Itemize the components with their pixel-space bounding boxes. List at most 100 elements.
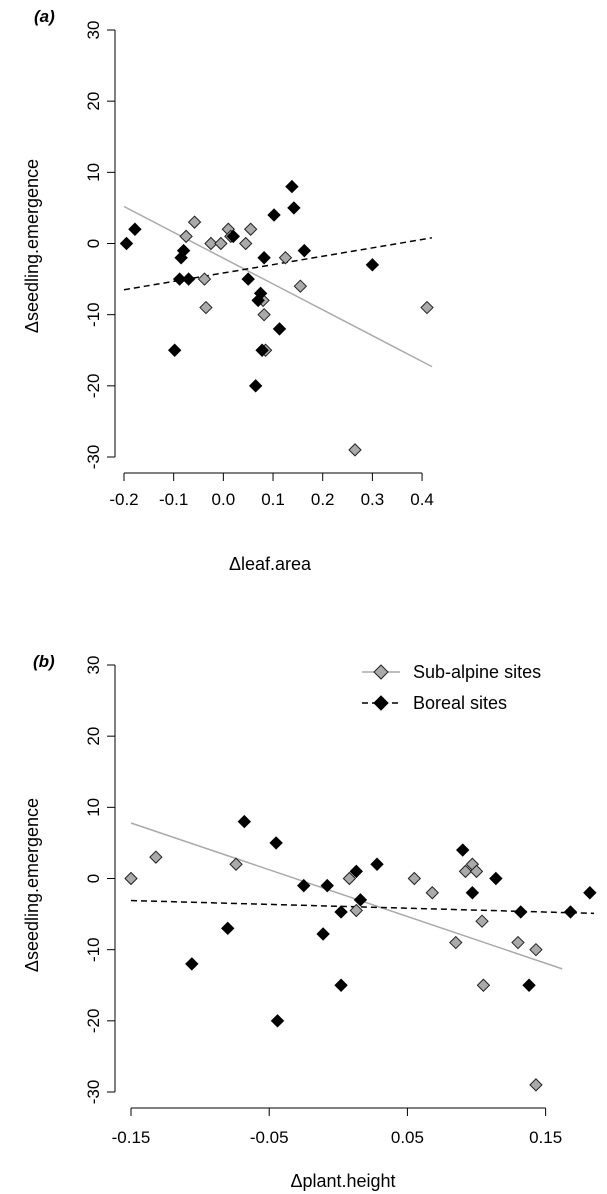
panel-b-x-tick-label: 0.05 — [391, 1128, 424, 1147]
panel-b-point-boreal — [237, 814, 252, 829]
panel-a-y-tick-label: 20 — [84, 92, 103, 111]
panel-a-y-tick-label: 30 — [84, 21, 103, 40]
panel-a-point-subalpine — [348, 443, 362, 457]
panel-b-point-subalpine — [458, 864, 473, 879]
panel-b-point-subalpine — [407, 871, 422, 886]
panel-a-point-boreal — [253, 286, 268, 301]
panel-a-point-subalpine — [214, 236, 228, 251]
panel-b-point-subalpine — [475, 914, 489, 928]
panel-a-point-boreal — [172, 272, 187, 286]
panel-b-point-boreal — [320, 878, 334, 893]
panel-b-point-subalpine — [529, 1078, 543, 1092]
panel-a-point-subalpine — [239, 236, 253, 251]
panel-a-point-boreal — [181, 272, 196, 286]
panel-b-point-boreal — [465, 886, 480, 900]
panel-b-series-subalpine — [124, 850, 543, 1092]
panel-b-point-boreal — [334, 905, 348, 919]
panel-a-point-boreal — [365, 258, 380, 272]
panel-a-fit-line-boreal — [123, 237, 433, 291]
panel-a-point-subalpine — [257, 307, 271, 322]
panel-b-y-tick-label: -30 — [84, 1080, 103, 1105]
panel-b-point-boreal — [270, 1014, 285, 1028]
panel-a-point-subalpine — [187, 215, 202, 229]
panel-a-y-tick-label: 10 — [84, 163, 103, 182]
panel-b-series-boreal — [185, 814, 597, 1028]
panel-a-point-boreal — [241, 272, 255, 286]
panel-a-point-boreal — [119, 236, 134, 251]
panel-a-point-boreal — [128, 222, 142, 236]
panel-b-fit-line-subalpine — [130, 822, 563, 970]
panel-a-y-tick-label: -10 — [84, 302, 103, 327]
panel-a-y-tick-label: -30 — [84, 445, 103, 470]
panel-a-point-subalpine — [293, 279, 308, 293]
panel-a-fit-line-subalpine — [123, 205, 433, 368]
panel-a-point-boreal — [255, 343, 269, 357]
panel-b-point-subalpine — [511, 935, 525, 950]
panel-b-point-boreal — [297, 878, 311, 893]
panel-a-point-boreal — [272, 322, 287, 336]
panel-b-point-subalpine — [476, 978, 491, 992]
panel-a-axes: -30 -20 -10 0 10 20 30 -0.2 -0.1 0.0 0.1 0.2 0.3 0.4 — [84, 21, 434, 509]
panel-b-axes: -30 -20 -10 0 10 20 30 -0.15 -0.05 0.05 0.15 — [84, 656, 562, 1147]
panel-b-x-tick-label: -0.15 — [112, 1128, 151, 1147]
panel-a-y-axis-title: Δseedling.emergence — [22, 159, 42, 333]
panel-b-point-subalpine — [229, 857, 243, 871]
panel-a-x-tick-label: 0.1 — [261, 490, 285, 509]
panel-a-series-boreal — [119, 179, 380, 393]
panel-a-point-boreal — [226, 229, 240, 244]
panel-a-point-boreal — [285, 179, 299, 194]
legend-boreal-label: Boreal sites — [413, 693, 507, 713]
panel-a-x-tick-label: 0.4 — [410, 490, 434, 509]
panel-b-point-boreal — [334, 978, 348, 992]
panel-a-x-tick-label: -0.1 — [159, 490, 188, 509]
panel-b-point-boreal — [316, 927, 330, 941]
panel-a-x-axis-title: Δleaf.area — [229, 554, 312, 574]
panel-b: (b) Δplant.height Δseedling.emergence Su… — [22, 652, 597, 1191]
panel-a-label: (a) — [34, 7, 55, 26]
panel-a-point-boreal — [167, 343, 182, 357]
legend-subalpine-marker — [373, 664, 389, 680]
panel-a-point-boreal — [248, 379, 263, 393]
panel-a-point-subalpine — [179, 229, 193, 244]
panel-a-point-boreal — [257, 251, 271, 265]
panel-b-x-tick-label: 0.15 — [529, 1128, 562, 1147]
legend-boreal-marker — [373, 695, 389, 711]
panel-a-point-boreal — [297, 243, 312, 258]
panel-b-x-axis-title: Δplant.height — [290, 1171, 395, 1191]
panel-b-y-tick-label: 10 — [84, 798, 103, 817]
panel-a-point-subalpine — [199, 300, 213, 315]
panel-b-point-boreal — [185, 957, 199, 971]
panel-a-point-subalpine — [420, 300, 434, 315]
panel-b-y-tick-label: -10 — [84, 937, 103, 962]
panel-b-point-boreal — [353, 893, 368, 907]
panel-b-y-tick-label: 20 — [84, 727, 103, 746]
panel-a: (a) Δleaf.area Δseedling.emergence -30 -2… — [22, 7, 434, 574]
panel-b-point-boreal — [455, 843, 470, 857]
panel-b-point-boreal — [349, 864, 363, 879]
panel-b-y-tick-label: 30 — [84, 656, 103, 675]
panel-b-point-subalpine — [124, 871, 138, 886]
panel-b-point-subalpine — [349, 903, 363, 918]
panel-a-point-subalpine — [204, 236, 218, 251]
panel-b-point-subalpine — [529, 942, 543, 957]
panel-b-y-tick-label: -20 — [84, 1009, 103, 1034]
panel-b-x-tick-label: -0.05 — [250, 1128, 289, 1147]
panel-b-point-boreal — [514, 905, 528, 919]
panel-b-point-boreal — [489, 871, 503, 886]
panel-a-point-boreal — [176, 243, 191, 258]
panel-a-point-boreal — [287, 201, 301, 215]
panel-b-point-subalpine — [449, 935, 463, 950]
panel-a-x-tick-label: 0.0 — [212, 490, 236, 509]
panel-b-y-axis-title: Δseedling.emergence — [22, 798, 42, 972]
legend: Sub-alpine sites Boreal sites — [362, 662, 541, 713]
panel-a-x-tick-label: 0.2 — [311, 490, 335, 509]
panel-a-point-subalpine — [197, 272, 212, 286]
panel-b-point-boreal — [563, 905, 578, 919]
panel-b-point-boreal — [522, 978, 536, 992]
panel-b-point-subalpine — [469, 864, 484, 879]
panel-a-x-tick-label: -0.2 — [109, 490, 138, 509]
panel-a-point-subalpine — [278, 251, 293, 265]
panel-a-x-tick-label: 0.3 — [361, 490, 385, 509]
panel-a-point-subalpine — [243, 222, 258, 236]
panel-b-point-boreal — [221, 921, 235, 936]
